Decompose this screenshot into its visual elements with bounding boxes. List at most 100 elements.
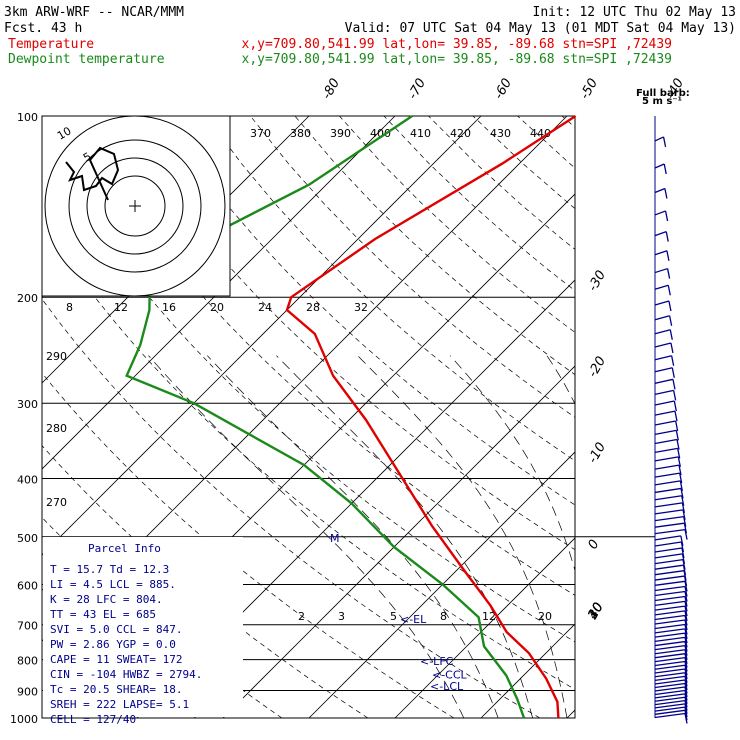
wind-barb (654, 600, 686, 607)
dry-adiabat (294, 116, 575, 376)
wind-barb-flag (664, 188, 668, 199)
wind-barb (654, 585, 686, 592)
wind-barb (654, 632, 686, 638)
wind-barbs (654, 116, 688, 724)
parcel-info-row: Tc = 20.5 SHEAR= 18. (50, 683, 182, 696)
parcel-info-row: CIN = -104 HWBZ = 2794. (50, 668, 202, 681)
barb-title: Full barb: (636, 88, 690, 99)
isotherm-line (653, 116, 740, 718)
wind-barb-flag (680, 541, 685, 553)
hodograph-ring-label: 10 (55, 124, 74, 142)
wind-barb-flag (665, 231, 669, 242)
wind-barb-flag (684, 624, 688, 635)
isotherm-label: 20 (585, 600, 606, 622)
wind-barb (654, 464, 680, 470)
wind-barb (654, 623, 686, 630)
wind-barb-flag (684, 697, 688, 708)
wind-barb-flag (684, 679, 688, 691)
wind-barb-flag (664, 210, 669, 222)
wind-barb (654, 315, 670, 321)
wind-barb (654, 400, 675, 406)
dry-adiabat (42, 445, 369, 718)
wind-barb-flag (680, 535, 684, 547)
wind-barb (654, 672, 686, 678)
temperature-label: Temperature (8, 37, 94, 52)
wind-barb (654, 679, 686, 685)
valid-time: Valid: 07 UTC Sat 04 May 13 (01 MDT Sat … (345, 21, 736, 36)
mixing-ratio-label: 2 (298, 610, 305, 623)
wind-barb (654, 429, 677, 436)
moist-adiabat (207, 355, 499, 718)
wind-barb (654, 614, 686, 621)
wind-barb-flag (684, 657, 688, 668)
dry-adiabat (42, 298, 541, 718)
wind-barb (654, 342, 672, 348)
wind-barb-flag (681, 502, 686, 514)
hodograph-ring (104, 175, 166, 237)
parcel-level-label: <-CCL (432, 669, 468, 682)
wind-barb-flag (676, 439, 680, 450)
parcel-info-row: LI = 4.5 LCL = 885. (50, 578, 176, 591)
wind-barb (654, 689, 686, 696)
speed-scale-label: 20 (210, 301, 224, 314)
wind-barb (654, 668, 686, 674)
parcel-level-label: <-LFC (420, 655, 454, 668)
wind-barb-flag (684, 653, 688, 664)
wind-barb-flag (681, 495, 685, 506)
wind-barb (654, 693, 686, 699)
theta-left-label: 270 (46, 496, 67, 509)
parcel-info-row: TT = 43 EL = 685 (50, 608, 156, 621)
dry-adiabat (696, 116, 740, 718)
wind-barb (654, 570, 685, 576)
wind-barb-flag (684, 633, 688, 644)
hodograph: 105 (41, 115, 231, 297)
wind-barb-flag (684, 606, 688, 617)
parcel-info-row: SVI = 5.0 CCL = 847. (50, 623, 182, 636)
wind-barb-flag (670, 342, 674, 354)
temperature-info: x,y=709.80,541.99 lat,lon= 39.85, -89.68… (242, 37, 672, 52)
moist-adiabat (148, 355, 465, 718)
parcel-info-row: SREH = 222 LAPSE= 5.1 (50, 698, 189, 711)
isotherm-label: -20 (585, 354, 609, 380)
isotherm-label: -80 (319, 76, 343, 102)
wind-barb-flag (684, 596, 688, 607)
wind-barb-flag (684, 690, 688, 701)
wind-barb-flag (684, 615, 688, 626)
parcel-info-row: K = 28 LFC = 804. (50, 593, 163, 606)
wind-barb-flag (662, 136, 667, 148)
parcel-info-title: Parcel Info (88, 542, 161, 555)
init-time: Init: 12 UTC Thu 02 May 13 (533, 5, 737, 20)
pressure-label: 700 (17, 620, 38, 633)
wind-barb-flag (668, 300, 672, 312)
isotherm-label: -30 (585, 268, 609, 294)
wind-barb (654, 210, 666, 216)
wind-barb (654, 284, 669, 290)
parcel-info-row: T = 15.7 Td = 12.3 (50, 563, 169, 576)
wind-barb-flag (684, 529, 688, 540)
wind-barb (654, 487, 682, 494)
isotherm-label: 0 (585, 537, 602, 552)
wind-barb (654, 136, 664, 142)
wind-barb (654, 438, 678, 445)
wind-barb-flag (684, 683, 688, 694)
wind-barb (654, 682, 686, 689)
wind-barb-flag (684, 586, 688, 597)
wind-barb-flag (673, 390, 677, 401)
wind-barb-flag (668, 315, 673, 326)
theta-label: 420 (450, 127, 471, 140)
wind-barb (654, 541, 682, 547)
speed-scale-label: 28 (306, 301, 320, 314)
wind-barb (654, 355, 672, 361)
wind-barb (654, 653, 686, 659)
wind-barb (654, 696, 686, 702)
theta-label: 430 (490, 127, 511, 140)
forecast-hour: Fcst. 43 h (4, 21, 82, 36)
dry-adiabat (42, 221, 575, 690)
mixing-ratio-label: 3 (338, 610, 345, 623)
wind-barb-flag (684, 641, 688, 652)
wind-barb (654, 378, 674, 384)
isotherm-line (480, 623, 575, 718)
pressure-label: 500 (17, 532, 38, 545)
